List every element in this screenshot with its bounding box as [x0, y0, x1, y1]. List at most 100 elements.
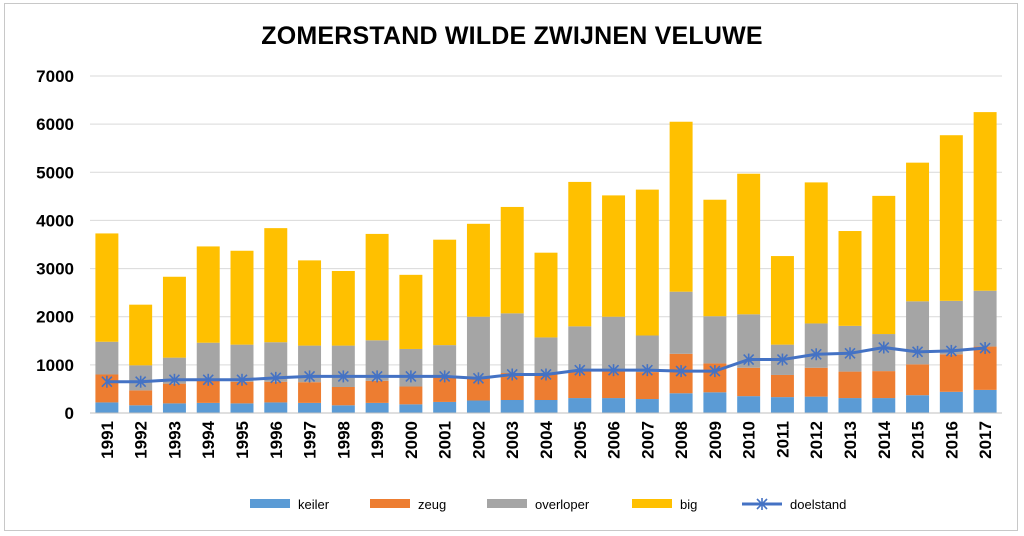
x-tick-label: 2013: [841, 421, 860, 459]
bar-big-2011: [770, 256, 794, 345]
y-tick-label: 5000: [36, 163, 74, 182]
bar-zeug-1995: [230, 381, 254, 404]
point-doelstand-1995: [236, 373, 248, 386]
bar-keiler-1996: [264, 402, 288, 413]
bar-keiler-2009: [703, 392, 727, 413]
legend-item-overloper: overloper: [487, 497, 590, 512]
x-tick-label: 2012: [807, 421, 826, 459]
x-tick-label: 2011: [773, 421, 792, 458]
point-doelstand-2002: [472, 372, 485, 385]
bar-big-2000: [399, 274, 423, 349]
bar-zeug-2003: [500, 373, 524, 401]
bar-overloper-2009: [703, 316, 727, 364]
x-tick-label: 1992: [132, 421, 151, 459]
bar-big-1992: [129, 304, 153, 366]
x-tick-label: 1996: [267, 421, 286, 459]
point-doelstand-2014: [878, 341, 890, 354]
point-doelstand-1996: [270, 371, 282, 384]
axes: 0 1000 2000 3000 4000 5000 6000 7000 1991 1992 199…: [36, 67, 1002, 459]
bar-keiler-2015: [906, 395, 930, 413]
x-tick-label: 2000: [402, 421, 421, 459]
bar-big-2016: [939, 135, 963, 301]
bar-keiler-2006: [602, 398, 626, 413]
legend-marker-doelstand: [756, 498, 768, 510]
bar-big-2017: [973, 112, 997, 291]
bar-zeug-2010: [737, 367, 761, 397]
point-doelstand-2004: [540, 368, 552, 381]
bar-keiler-2007: [635, 399, 659, 413]
x-tick-label: 1998: [334, 421, 353, 459]
bar-big-1997: [298, 260, 322, 346]
bar-keiler-2001: [433, 401, 457, 413]
bar-big-2015: [906, 162, 930, 302]
bar-keiler-1992: [129, 405, 153, 413]
point-doelstand-2005: [574, 364, 586, 377]
bar-keiler-2013: [838, 398, 862, 413]
bar-zeug-2011: [770, 374, 794, 398]
bar-zeug-2001: [433, 375, 457, 402]
bar-overloper-2008: [669, 291, 693, 354]
x-tick-label: 1995: [233, 421, 252, 459]
x-tick-label: 2003: [503, 421, 522, 459]
bar-overloper-2007: [635, 335, 659, 373]
x-tick-label: 1991: [98, 421, 117, 459]
point-doelstand-2009: [709, 365, 721, 378]
x-tick-label: 1994: [199, 420, 218, 458]
x-tick-label: 2002: [469, 421, 488, 459]
bar-keiler-2011: [770, 397, 794, 413]
bar-big-1996: [264, 228, 288, 343]
bar-keiler-2012: [804, 396, 828, 413]
bar-big-2003: [500, 206, 524, 314]
bar-zeug-1996: [264, 381, 288, 403]
bar-keiler-2017: [973, 389, 997, 413]
point-doelstand-2017: [979, 342, 991, 355]
point-doelstand-1992: [135, 375, 147, 388]
bar-zeug-2017: [973, 346, 997, 390]
bar-zeug-2005: [568, 370, 592, 399]
bar-keiler-2010: [737, 396, 761, 413]
point-doelstand-2000: [405, 370, 417, 383]
bar-zeug-2016: [939, 354, 963, 392]
legend-item-zeug: zeug: [370, 497, 446, 512]
legend-item-big: big: [632, 497, 697, 512]
bar-keiler-1994: [196, 402, 220, 413]
point-doelstand-2008: [675, 365, 687, 378]
bar-keiler-2002: [466, 400, 490, 413]
bar-keiler-1995: [230, 403, 254, 413]
point-doelstand-2010: [743, 353, 755, 366]
bar-zeug-1994: [196, 378, 220, 403]
bar-overloper-1991: [95, 341, 119, 375]
bars: [95, 112, 997, 413]
legend-label-zeug: zeug: [418, 497, 446, 512]
bar-big-2010: [737, 173, 761, 315]
bar-overloper-2005: [568, 326, 592, 371]
y-tick-label: 6000: [36, 115, 74, 134]
bar-zeug-2000: [399, 386, 423, 405]
legend: keiler zeug overloper big doelstand: [250, 497, 846, 512]
chart-title: ZOMERSTAND WILDE ZWIJNEN VELUWE: [261, 22, 763, 50]
y-tick-label: 2000: [36, 308, 74, 327]
x-tick-label: 2010: [740, 421, 759, 459]
point-doelstand-1994: [202, 373, 214, 386]
bar-zeug-1998: [331, 387, 355, 406]
x-tick-label: 1999: [368, 421, 387, 459]
y-tick-label: 4000: [36, 211, 74, 230]
bar-big-2002: [466, 223, 490, 317]
bar-overloper-2010: [737, 314, 761, 368]
x-tick-label: 2009: [706, 421, 725, 459]
bar-keiler-2014: [872, 398, 896, 413]
point-doelstand-2016: [945, 344, 957, 357]
x-tick-label: 2005: [571, 421, 590, 459]
point-doelstand-1998: [337, 370, 349, 383]
bar-zeug-1992: [129, 390, 153, 406]
bar-overloper-2004: [534, 337, 558, 375]
bar-overloper-1996: [264, 342, 288, 382]
y-tick-label: 7000: [36, 67, 74, 86]
point-doelstand-2003: [506, 368, 518, 381]
bar-big-1998: [331, 270, 355, 346]
bar-big-1999: [365, 233, 389, 341]
x-tick-label: 2017: [976, 421, 995, 459]
bar-zeug-2015: [906, 364, 930, 396]
bar-keiler-1993: [162, 403, 186, 413]
bar-overloper-1999: [365, 340, 389, 381]
